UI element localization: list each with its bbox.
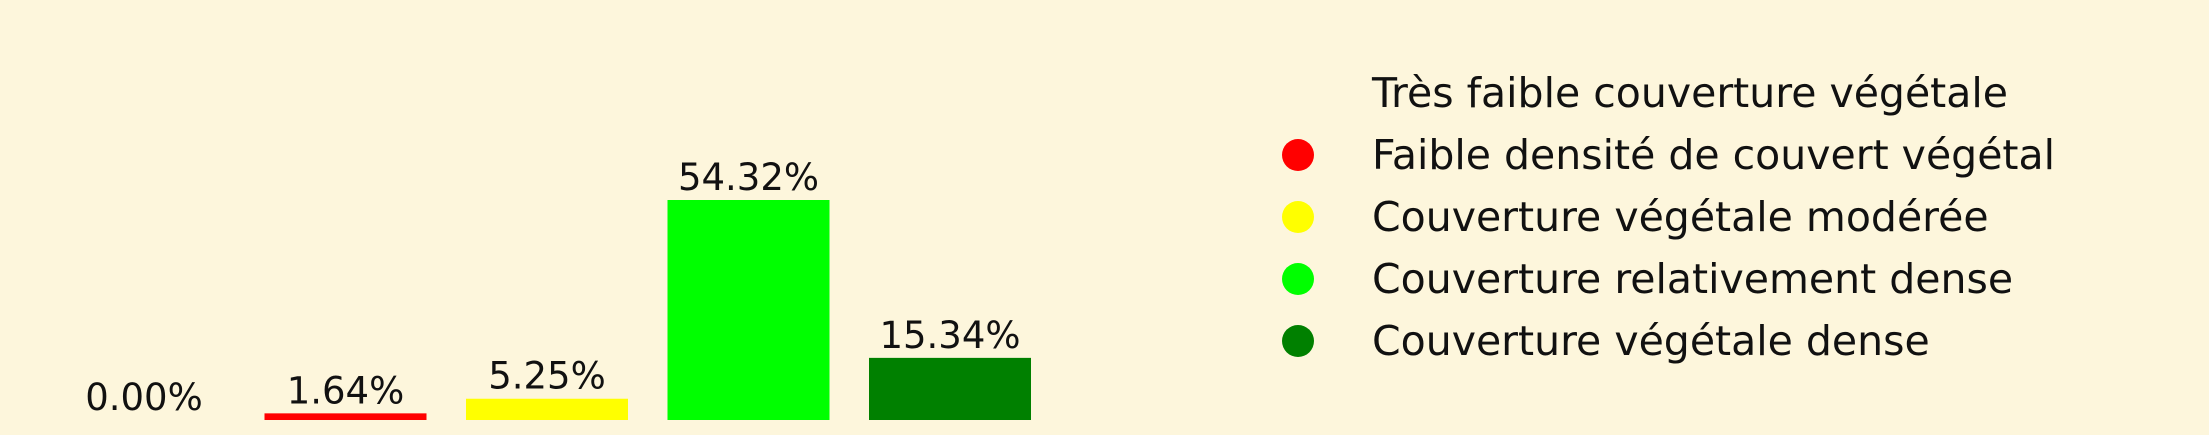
legend-item: Très faible couverture végétale (1270, 62, 2055, 124)
bar-value-label: 15.34% (879, 314, 1020, 357)
legend-dot-icon (1282, 139, 1314, 171)
bar-value-label: 1.64% (287, 369, 405, 412)
legend-label: Couverture relativement dense (1372, 255, 2014, 303)
legend-dot-icon (1282, 77, 1314, 109)
legend-dot-icon (1282, 201, 1314, 233)
bar (869, 357, 1031, 420)
legend-dot-icon (1282, 325, 1314, 357)
legend-item: Faible densité de couvert végétal (1270, 124, 2055, 186)
bar (466, 398, 628, 420)
legend-dot-icon (1282, 263, 1314, 295)
legend-item: Couverture relativement dense (1270, 248, 2055, 310)
legend: Très faible couverture végétale Faible d… (1270, 62, 2055, 372)
legend-item: Couverture végétale dense (1270, 310, 2055, 372)
bar (264, 413, 427, 420)
legend-item: Couverture végétale modérée (1270, 186, 2055, 248)
bar (667, 200, 830, 420)
legend-label: Couverture végétale modérée (1372, 193, 1989, 241)
bar-value-label: 5.25% (488, 355, 606, 398)
legend-label: Faible densité de couvert végétal (1372, 131, 2056, 179)
legend-label: Couverture végétale dense (1372, 317, 1930, 365)
bar-value-label: 54.32% (678, 156, 819, 199)
bar-value-label: 0.00% (85, 376, 203, 419)
legend-label: Très faible couverture végétale (1372, 69, 2009, 117)
